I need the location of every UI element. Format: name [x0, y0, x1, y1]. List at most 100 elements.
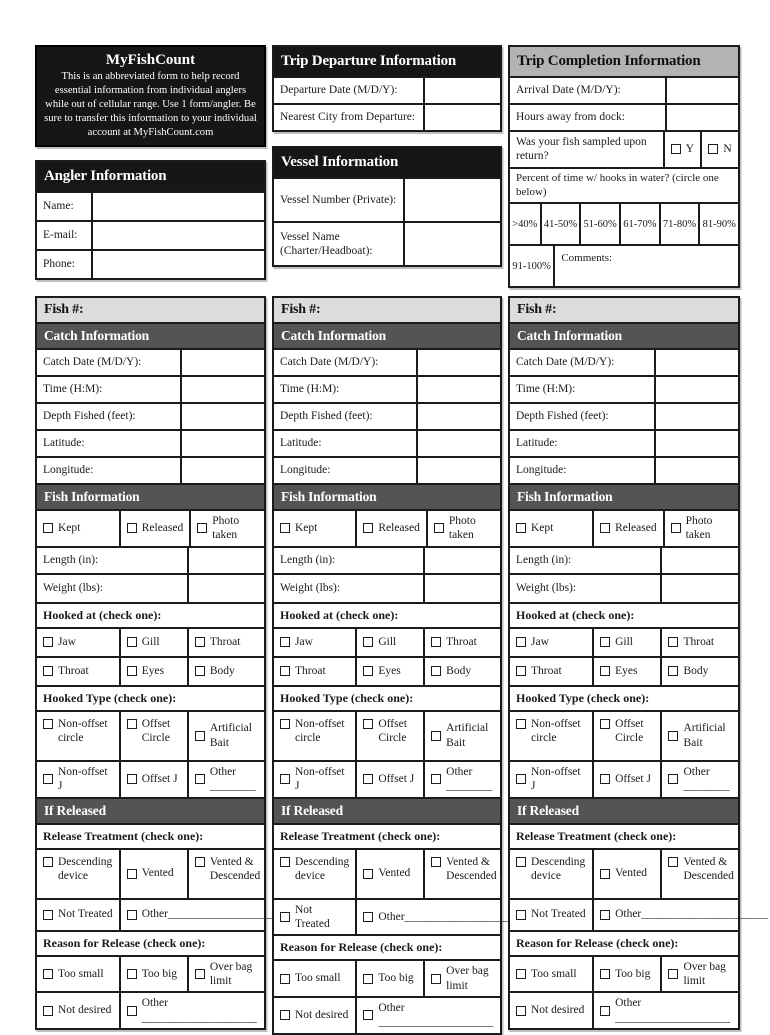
- checkbox-icon[interactable]: [363, 637, 374, 648]
- fish-number-header[interactable]: Fish #:: [274, 298, 500, 322]
- over-bag-limit-option[interactable]: Over bag limit: [423, 961, 500, 996]
- longitude-input[interactable]: [653, 458, 738, 483]
- latitude-input[interactable]: [180, 431, 264, 456]
- checkbox-icon[interactable]: [600, 1005, 611, 1016]
- checkbox-icon[interactable]: [194, 637, 205, 648]
- percent-option[interactable]: 71-80%: [658, 204, 699, 245]
- checkbox-icon[interactable]: [516, 523, 526, 534]
- checkbox-icon[interactable]: [280, 718, 290, 729]
- checkbox-icon[interactable]: [516, 1005, 526, 1016]
- checkbox-icon[interactable]: [668, 730, 679, 741]
- throat-option[interactable]: Throat: [423, 628, 500, 656]
- fish-number-header[interactable]: Fish #:: [510, 298, 738, 322]
- checkbox-icon[interactable]: [431, 856, 442, 867]
- checkbox-icon[interactable]: [43, 909, 53, 920]
- length-input[interactable]: [186, 547, 264, 573]
- non-offset-circle-option[interactable]: Non-offset circle: [510, 712, 592, 760]
- checkbox-icon[interactable]: [43, 774, 53, 785]
- checkbox-icon[interactable]: [43, 718, 53, 729]
- jaw-option[interactable]: Jaw: [37, 629, 119, 656]
- name-input[interactable]: [91, 193, 264, 220]
- kept-option[interactable]: Kept: [37, 511, 119, 546]
- comments-input[interactable]: Comments:: [553, 246, 738, 287]
- eyes-option[interactable]: Eyes: [592, 657, 660, 685]
- longitude-input[interactable]: [416, 458, 500, 483]
- departure-date-input[interactable]: [423, 78, 500, 103]
- throat-option[interactable]: Throat: [510, 658, 592, 685]
- non-offset-circle-option[interactable]: Non-offset circle: [37, 712, 119, 760]
- checkbox-icon[interactable]: [516, 718, 526, 729]
- checkbox-icon[interactable]: [516, 856, 526, 867]
- gill-option[interactable]: Gill: [118, 628, 187, 656]
- checkbox-icon[interactable]: [600, 774, 611, 785]
- other-reason-option[interactable]: Other ____________________: [118, 993, 264, 1028]
- other-treatment-option[interactable]: Other______________________: [592, 899, 770, 930]
- catch-date-input[interactable]: [180, 350, 264, 375]
- checkbox-icon[interactable]: [363, 973, 374, 984]
- longitude-input[interactable]: [180, 458, 264, 483]
- checkbox-icon[interactable]: [431, 730, 442, 741]
- not-treated-option[interactable]: Not Treated: [37, 900, 119, 930]
- checkbox-icon[interactable]: [280, 1010, 290, 1021]
- percent-option[interactable]: 61-70%: [618, 204, 659, 245]
- other-reason-option[interactable]: Other ____________________: [592, 993, 738, 1028]
- checkbox-icon[interactable]: [363, 718, 374, 729]
- checkbox-icon[interactable]: [600, 909, 611, 920]
- offset-circle-option[interactable]: Offset Circle: [118, 711, 187, 760]
- too-big-option[interactable]: Too big: [118, 956, 187, 992]
- descending-device-option[interactable]: Descending device: [274, 850, 355, 898]
- checkbox-icon[interactable]: [516, 774, 526, 785]
- checkbox-icon[interactable]: [43, 637, 53, 648]
- checkbox-icon[interactable]: [600, 637, 611, 648]
- checkbox-icon[interactable]: [194, 856, 205, 867]
- arrival-date-input[interactable]: [665, 78, 738, 103]
- checkbox-icon[interactable]: [670, 144, 681, 155]
- other-treatment-option[interactable]: Other______________________: [355, 899, 537, 935]
- time-input[interactable]: [180, 377, 264, 402]
- nearest-city-input[interactable]: [423, 105, 500, 130]
- checkbox-icon[interactable]: [668, 856, 679, 867]
- checkbox-icon[interactable]: [668, 637, 679, 648]
- checkbox-icon[interactable]: [126, 774, 137, 785]
- throat-option[interactable]: Throat: [660, 628, 738, 656]
- checkbox-icon[interactable]: [126, 523, 137, 534]
- checkbox-icon[interactable]: [363, 868, 374, 879]
- latitude-input[interactable]: [416, 431, 500, 456]
- catch-date-input[interactable]: [653, 350, 738, 375]
- time-input[interactable]: [653, 377, 738, 402]
- time-input[interactable]: [416, 377, 500, 402]
- offset-j-option[interactable]: Offset J: [592, 761, 660, 797]
- not-desired-option[interactable]: Not desired: [510, 993, 592, 1028]
- offset-j-option[interactable]: Offset J: [118, 761, 187, 797]
- photo-taken-option[interactable]: Photo taken: [189, 511, 264, 546]
- too-small-option[interactable]: Too small: [274, 961, 355, 996]
- vented-descended-option[interactable]: Vented & Descended: [660, 849, 739, 898]
- checkbox-icon[interactable]: [600, 666, 611, 677]
- checkbox-icon[interactable]: [600, 868, 611, 879]
- vented-option[interactable]: Vented: [355, 849, 423, 898]
- checkbox-icon[interactable]: [43, 968, 53, 979]
- weight-input[interactable]: [186, 574, 264, 602]
- checkbox-icon[interactable]: [670, 523, 681, 534]
- body-option[interactable]: Body: [186, 657, 264, 685]
- checkbox-icon[interactable]: [43, 1005, 53, 1016]
- percent-option[interactable]: 51-60%: [579, 204, 619, 245]
- vessel-number-input[interactable]: [402, 179, 500, 221]
- vessel-name-input[interactable]: [402, 223, 500, 265]
- vented-option[interactable]: Vented: [118, 849, 187, 898]
- gill-option[interactable]: Gill: [592, 628, 660, 656]
- checkbox-icon[interactable]: [363, 523, 374, 534]
- percent-option[interactable]: 81-90%: [698, 204, 738, 245]
- checkbox-icon[interactable]: [363, 911, 374, 922]
- checkbox-icon[interactable]: [43, 666, 53, 677]
- throat-option[interactable]: Throat: [186, 628, 264, 656]
- artificial-bait-option[interactable]: Artificial Bait: [423, 711, 500, 760]
- vented-option[interactable]: Vented: [592, 849, 660, 898]
- checkbox-icon[interactable]: [431, 774, 442, 785]
- vented-descended-option[interactable]: Vented & Descended: [423, 849, 502, 898]
- checkbox-icon[interactable]: [280, 523, 290, 534]
- hours-away-input[interactable]: [665, 105, 738, 130]
- checkbox-icon[interactable]: [516, 666, 526, 677]
- not-desired-option[interactable]: Not desired: [274, 998, 355, 1033]
- length-input[interactable]: [660, 547, 738, 573]
